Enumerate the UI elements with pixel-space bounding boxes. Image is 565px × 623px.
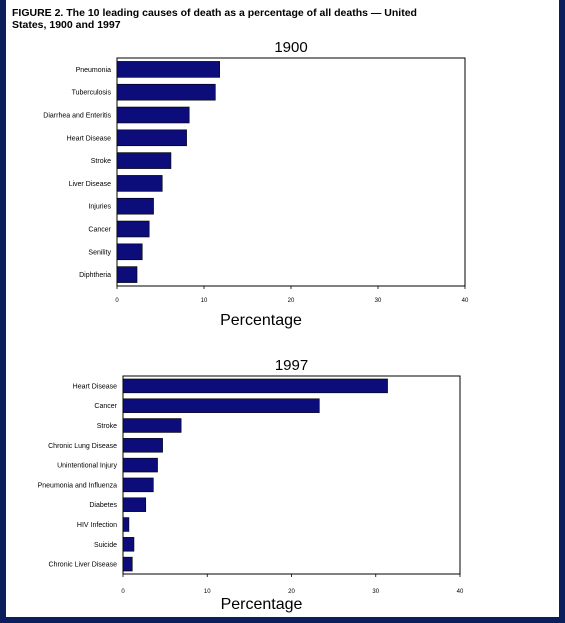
x-tick-label: 20 <box>288 589 295 595</box>
bar-senility <box>116 243 143 261</box>
bar-heart-disease <box>116 129 187 147</box>
bar-diphtheria <box>116 266 138 283</box>
category-label: Diabetes <box>89 502 117 509</box>
x-tick-label: 30 <box>375 298 382 304</box>
chart-1997: 1997 Heart Disease Cancer Stroke Chronic Lun… <box>38 357 464 613</box>
category-label: Unintentional Injury <box>57 463 117 470</box>
x-tick-label: 40 <box>462 298 469 304</box>
category-label: Stroke <box>91 158 111 165</box>
bar-cancer <box>122 398 320 413</box>
category-label: Chronic Liver Disease <box>49 562 118 569</box>
bar-hiv-infection <box>122 517 130 532</box>
x-tick-label: 0 <box>121 589 125 595</box>
bar-stroke <box>122 418 182 433</box>
category-label: Suicide <box>94 542 117 549</box>
x-axis-label: Percentage <box>220 312 302 329</box>
chart-title: 1900 <box>274 39 307 56</box>
x-tick-label: 20 <box>288 298 295 304</box>
category-label: Stroke <box>97 423 117 430</box>
bar-pneumonia-and-influenza <box>122 477 154 493</box>
bar-diarrhea-and-enteritis <box>116 106 190 124</box>
bar-unintentional-injury <box>122 457 158 473</box>
category-label: Diarrhea and Enteritis <box>43 113 111 120</box>
category-label: Tuberculosis <box>72 90 112 97</box>
x-tick-label: 10 <box>204 589 211 595</box>
bar-cancer <box>116 220 150 238</box>
category-label: Cancer <box>88 227 111 234</box>
bar-injuries <box>116 197 154 215</box>
category-label: Diphtheria <box>79 272 111 279</box>
bar-diabetes <box>122 497 147 512</box>
x-tick-label: 10 <box>201 298 208 304</box>
x-axis-label: Percentage <box>221 596 303 613</box>
category-label: HIV Infection <box>77 522 117 529</box>
bar-liver-disease <box>116 175 163 192</box>
x-tick-label: 0 <box>115 298 119 304</box>
bar-suicide <box>122 537 135 552</box>
category-label: Liver Disease <box>69 181 112 188</box>
bar-chronic-liver-disease <box>122 556 133 572</box>
category-label: Heart Disease <box>73 383 117 390</box>
bar-tuberculosis <box>116 83 216 101</box>
bar-chronic-lung-disease <box>122 438 163 453</box>
bar-stroke <box>116 152 172 169</box>
figure-panel: FIGURE 2. The 10 leading causes of death… <box>6 0 559 617</box>
category-label: Heart Disease <box>67 135 111 142</box>
category-label: Pneumonia <box>76 67 112 74</box>
category-label: Injuries <box>88 204 111 211</box>
category-label: Chronic Lung Disease <box>48 443 117 450</box>
bar-pneumonia <box>116 61 220 78</box>
category-label: Cancer <box>94 403 117 410</box>
category-label: Senility <box>88 249 111 256</box>
bar-heart-disease <box>122 378 388 394</box>
chart-1900: 1900 Pneumonia Tuberculosis Diarrhea and En… <box>43 39 469 329</box>
chart-title: 1997 <box>275 357 308 374</box>
figure-title: FIGURE 2. The 10 leading causes of death… <box>12 7 417 31</box>
category-label: Pneumonia and Influenza <box>38 482 117 489</box>
x-tick-label: 40 <box>457 589 464 595</box>
x-tick-label: 30 <box>372 589 379 595</box>
